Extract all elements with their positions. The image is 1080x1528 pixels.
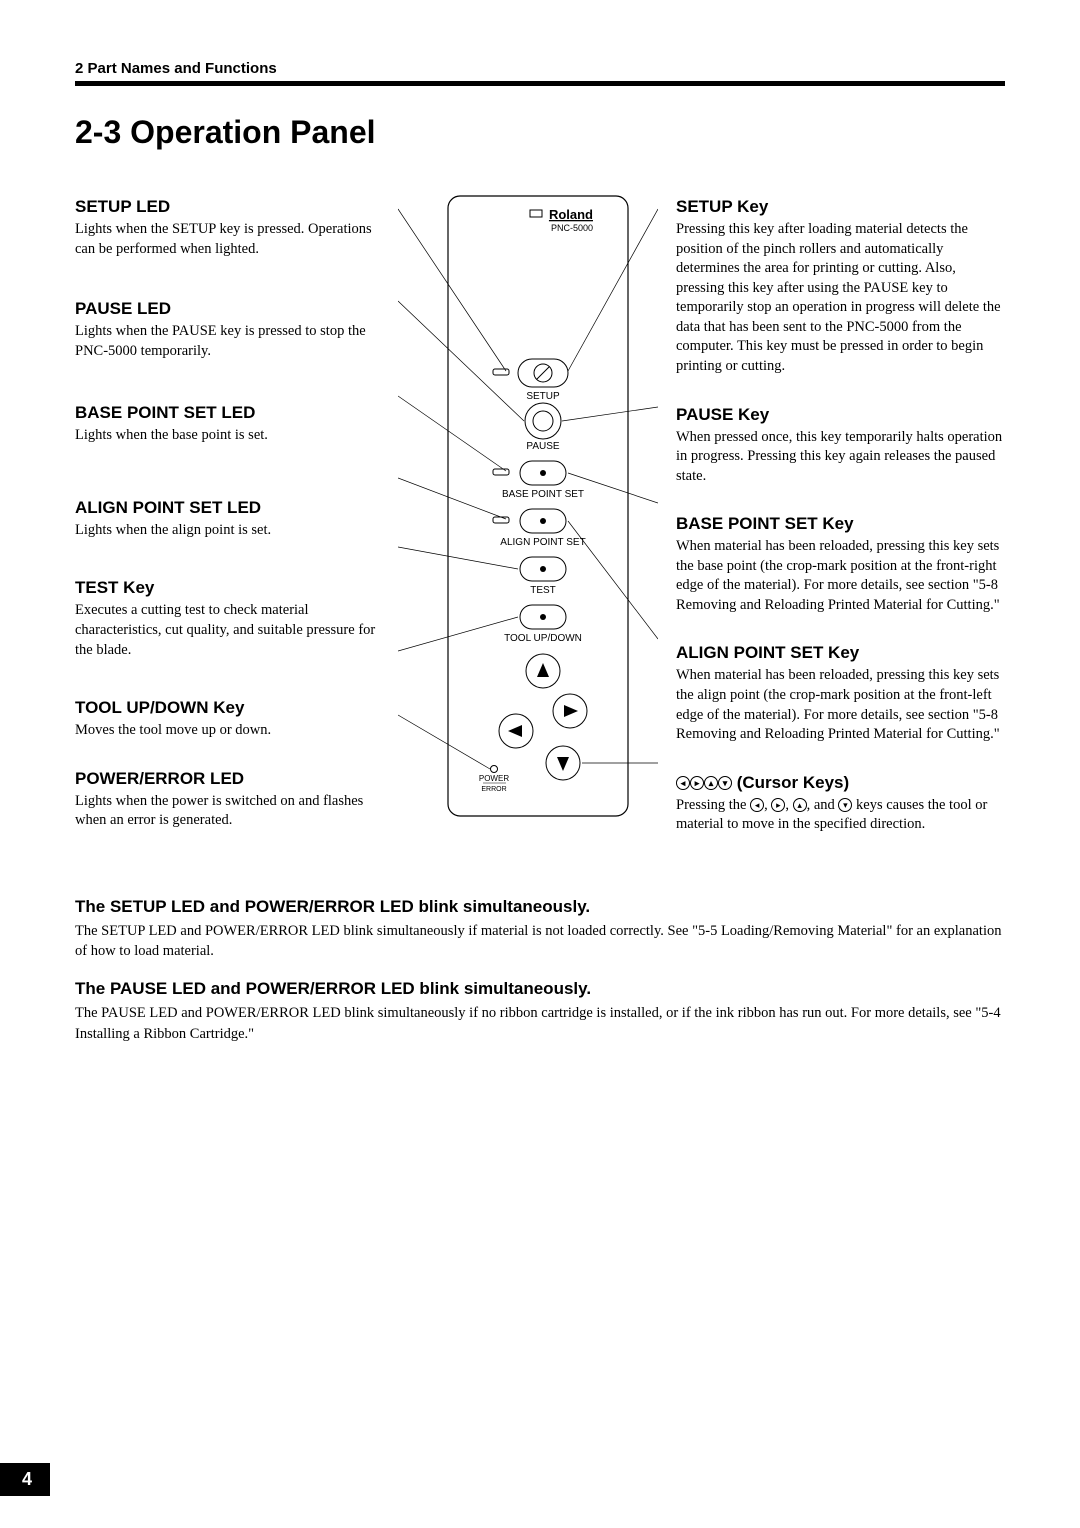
chapter-header: 2 Part Names and Functions: [75, 60, 1005, 77]
align-key-body: When material has been reloaded, pressin…: [676, 666, 1005, 744]
page-number: 4: [0, 1463, 50, 1496]
base-key-callout: BASE POINT SET Key When material has bee…: [676, 514, 1005, 615]
power-led-body: Lights when the power is switched on and…: [75, 792, 380, 831]
cursor-key-callout: ◂▸▴▾ (Cursor Keys) Pressing the ◂, ▸, ▴,…: [676, 773, 1005, 835]
setup-key-title: SETUP Key: [676, 197, 768, 216]
cursor-down-icon: ▾: [718, 776, 732, 790]
section-title: 2-3 Operation Panel: [75, 114, 1005, 151]
bottom-body-1: The SETUP LED and POWER/ERROR LED blink …: [75, 921, 1005, 962]
cursor-key-title: (Cursor Keys): [737, 773, 849, 792]
tool-key-callout: TOOL UP/DOWN Key Moves the tool move up …: [75, 698, 380, 741]
tool-key-body: Moves the tool move up or down.: [75, 721, 380, 741]
bottom-section: The SETUP LED and POWER/ERROR LED blink …: [75, 897, 1005, 1044]
cursor-up-icon: ▴: [704, 776, 718, 790]
right-column: SETUP Key Pressing this key after loadin…: [676, 191, 1005, 857]
pause-key-title: PAUSE Key: [676, 405, 769, 424]
tool-key-title: TOOL UP/DOWN Key: [75, 698, 244, 717]
bottom-body-2: The PAUSE LED and POWER/ERROR LED blink …: [75, 1003, 1005, 1044]
setup-led-callout: SETUP LED Lights when the SETUP key is p…: [75, 197, 380, 259]
test-key-callout: TEST Key Executes a cutting test to chec…: [75, 578, 380, 660]
cursor-right-icon: ▸: [690, 776, 704, 790]
left-column: SETUP LED Lights when the SETUP key is p…: [75, 191, 380, 857]
align-key-callout: ALIGN POINT SET Key When material has be…: [676, 643, 1005, 744]
align-led-body: Lights when the align point is set.: [75, 521, 380, 541]
cursor-left-icon: ◂: [676, 776, 690, 790]
svg-text:TOOL UP/DOWN: TOOL UP/DOWN: [504, 633, 582, 644]
test-key-title: TEST Key: [75, 578, 154, 597]
align-key-title: ALIGN POINT SET Key: [676, 643, 859, 662]
pause-led-body: Lights when the PAUSE key is pressed to …: [75, 322, 380, 361]
pause-key-body: When pressed once, this key temporarily …: [676, 428, 1005, 487]
pause-key-callout: PAUSE Key When pressed once, this key te…: [676, 405, 1005, 487]
pause-led-title: PAUSE LED: [75, 299, 171, 318]
power-led-callout: POWER/ERROR LED Lights when the power is…: [75, 769, 380, 831]
base-led-callout: BASE POINT SET LED Lights when the base …: [75, 403, 380, 446]
test-key-body: Executes a cutting test to check materia…: [75, 601, 380, 660]
base-led-title: BASE POINT SET LED: [75, 403, 255, 422]
setup-led-title: SETUP LED: [75, 197, 170, 216]
svg-text:ALIGN POINT SET: ALIGN POINT SET: [500, 537, 585, 548]
center-column: Roland PNC-5000 SETUP PAUSE BASE POINT S…: [398, 191, 658, 857]
base-key-body: When material has been reloaded, pressin…: [676, 537, 1005, 615]
svg-text:BASE POINT SET: BASE POINT SET: [502, 489, 584, 500]
cursor-key-body: Pressing the ◂, ▸, ▴, and ▾ keys causes …: [676, 796, 1005, 835]
power-led-title: POWER/ERROR LED: [75, 769, 244, 788]
brand-text: Roland: [549, 207, 593, 222]
setup-led-body: Lights when the SETUP key is pressed. Op…: [75, 220, 380, 259]
svg-text:TEST: TEST: [530, 585, 556, 596]
setup-key-body: Pressing this key after loading material…: [676, 220, 1005, 377]
svg-text:PAUSE: PAUSE: [526, 441, 559, 452]
base-led-body: Lights when the base point is set.: [75, 426, 380, 446]
svg-text:SETUP: SETUP: [526, 391, 560, 402]
bottom-title-2: The PAUSE LED and POWER/ERROR LED blink …: [75, 979, 1005, 999]
bottom-title-1: The SETUP LED and POWER/ERROR LED blink …: [75, 897, 1005, 917]
align-led-callout: ALIGN POINT SET LED Lights when the alig…: [75, 498, 380, 541]
base-key-title: BASE POINT SET Key: [676, 514, 854, 533]
content-grid: SETUP LED Lights when the SETUP key is p…: [75, 191, 1005, 857]
pause-led-callout: PAUSE LED Lights when the PAUSE key is p…: [75, 299, 380, 361]
model-text: PNC-5000: [551, 223, 593, 233]
header-rule: [75, 81, 1005, 86]
svg-text:POWER: POWER: [479, 774, 509, 783]
align-led-title: ALIGN POINT SET LED: [75, 498, 261, 517]
operation-panel-diagram: Roland PNC-5000 SETUP PAUSE BASE POINT S…: [398, 191, 658, 831]
setup-key-callout: SETUP Key Pressing this key after loadin…: [676, 197, 1005, 377]
svg-text:ERROR: ERROR: [481, 786, 506, 793]
